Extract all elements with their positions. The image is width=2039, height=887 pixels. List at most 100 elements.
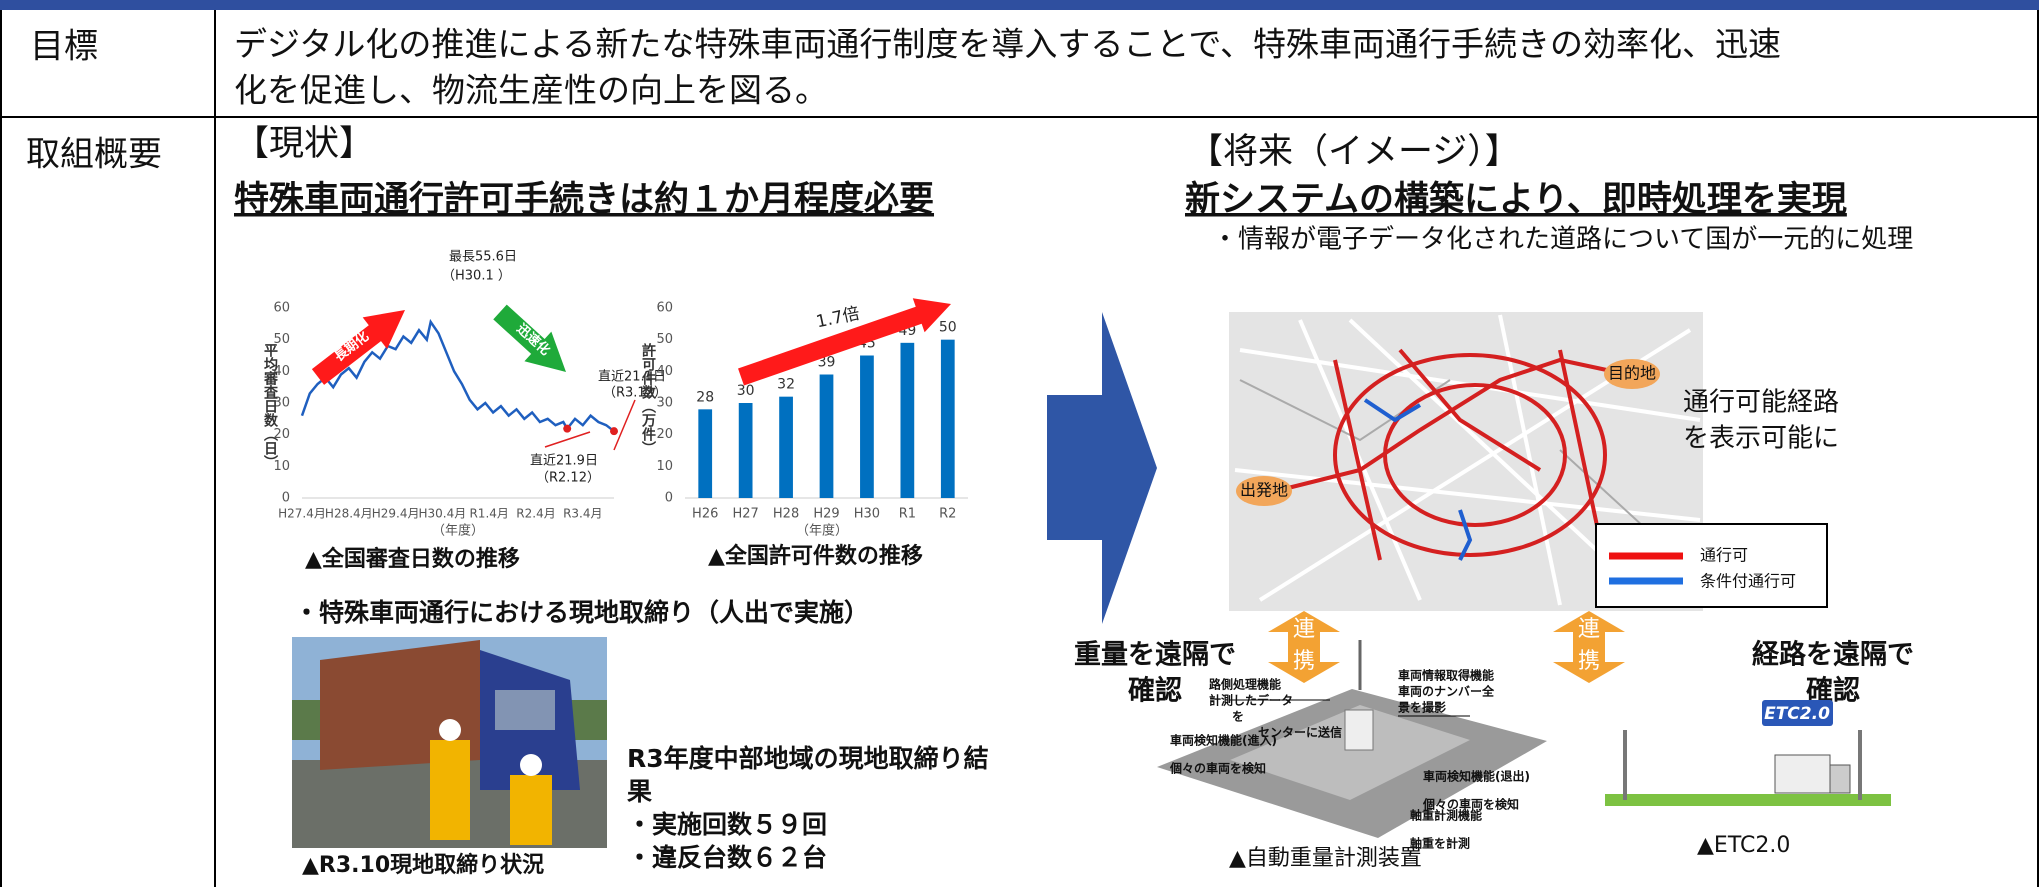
route-note: を表示可能に xyxy=(1683,424,1839,454)
y-axis-label: 許可件数（万件） xyxy=(640,342,657,455)
bar xyxy=(940,339,955,498)
top-band xyxy=(0,0,2039,10)
link-arrow xyxy=(1268,611,1625,683)
link-text: 携 xyxy=(1293,649,1315,674)
bullet: ・情報が電子データ化された道路について国が一元的に処理 xyxy=(1212,225,1913,255)
x-tick-label: H30.4月 xyxy=(419,507,467,521)
x-tick-label: H29.4月 xyxy=(372,507,420,521)
section-title: ・特殊車両通行における現地取締り（人出で実施） xyxy=(294,598,869,627)
annotation: （H30.1 ） xyxy=(442,269,511,284)
subheading: 新システムの構築により、即時処理を実現 xyxy=(1185,180,1847,220)
highlight-point xyxy=(563,424,572,433)
x-tick-label: H28 xyxy=(773,507,799,522)
etc-logo: ETC2.0 xyxy=(1764,704,1830,724)
route-note: 通行可能経路 xyxy=(1683,388,1839,418)
y-tick-label: 30 xyxy=(273,396,290,411)
heading: 【現状】 xyxy=(234,124,374,164)
caption: ▲R3.10現地取締り状況 xyxy=(302,852,544,878)
annotation-arrow xyxy=(738,298,951,386)
y-tick-label: 40 xyxy=(273,364,290,379)
map-label: 目的地 xyxy=(1608,364,1656,383)
y-tick-label: 60 xyxy=(273,301,290,316)
y-tick-label: 20 xyxy=(273,427,290,442)
x-tick-label: R2 xyxy=(939,507,956,522)
annotation-arrow xyxy=(493,304,566,372)
subheading: 特殊車両通行許可手続きは約１か月程度必要 xyxy=(234,180,934,220)
x-tick-label: R2.4月 xyxy=(516,507,555,521)
remote-note: 確認 xyxy=(1128,675,1182,707)
annotation: 直近21.1日 xyxy=(598,370,666,385)
result-text: R3年度中部地域の現地取締り結 xyxy=(627,744,989,773)
heading: 【将来（イメージ）】 xyxy=(1188,132,1520,172)
x-axis-label: （年度） xyxy=(432,523,484,539)
remote-note: 重量を遠隔で xyxy=(1074,640,1236,671)
annotation: （R2.12） xyxy=(536,471,600,486)
value-label: 32 xyxy=(777,377,795,393)
bar xyxy=(738,403,753,498)
y-tick-label: 50 xyxy=(656,332,673,347)
line xyxy=(300,318,615,433)
goal-text: デジタル化の推進による新たな特殊車両通行制度を導入することで、特殊車両通行手続き… xyxy=(234,25,1781,64)
device-label: センターに送信 xyxy=(1258,725,1342,740)
result-text: ・実施回数５９回 xyxy=(627,810,827,839)
annotation: 最長55.6日 xyxy=(449,250,517,265)
legend-label: 通行可 xyxy=(1700,546,1748,565)
y-axis-label: 平均審査日数（日） xyxy=(262,343,279,469)
photo xyxy=(292,637,607,848)
goal-text: 化を促進し、物流生産性の向上を図る。 xyxy=(234,71,828,110)
y-tick-label: 0 xyxy=(665,491,673,506)
x-tick-label: R1.4月 xyxy=(469,507,508,521)
annotation: （R3.12） xyxy=(603,386,667,401)
annotation: 直近21.9日 xyxy=(530,454,598,469)
link-text: 連 xyxy=(1293,617,1315,642)
annotation-arrow xyxy=(311,310,405,385)
device-label: 車両検知機能(進入) xyxy=(1170,733,1277,748)
row-label: 取組概要 xyxy=(26,135,162,175)
x-tick-label: R1 xyxy=(899,507,916,522)
result-text: ・違反台数６２台 xyxy=(627,843,827,872)
legend-label: 条件付通行可 xyxy=(1700,572,1796,591)
value-label: 28 xyxy=(696,389,714,405)
y-tick-label: 30 xyxy=(656,396,673,411)
etc-illustration xyxy=(1605,700,1891,806)
y-tick-label: 10 xyxy=(273,459,290,474)
bar xyxy=(819,374,834,498)
link-text: 携 xyxy=(1578,649,1600,674)
value-label: 39 xyxy=(818,355,836,371)
device-label: 景を撮影 xyxy=(1398,700,1446,715)
x-tick-label: R3.4月 xyxy=(563,507,602,521)
device-label: 個々の車両を検知 xyxy=(1169,761,1266,776)
bar xyxy=(860,355,874,498)
x-tick-label: H27 xyxy=(732,507,758,522)
y-tick-label: 40 xyxy=(656,364,673,379)
row-label: 目標 xyxy=(30,27,98,67)
x-axis-label: （年度） xyxy=(796,523,848,539)
device-label: 軸重計測機能 xyxy=(1410,808,1482,823)
pointer xyxy=(613,399,636,451)
x-tick-label: H27.4月 xyxy=(278,507,326,521)
y-tick-label: 60 xyxy=(656,301,673,316)
y-tick-label: 0 xyxy=(282,491,290,506)
y-tick-label: 10 xyxy=(656,459,673,474)
bar xyxy=(900,342,915,498)
bar xyxy=(698,409,713,498)
device-label: 車両検知機能(退出) xyxy=(1423,769,1530,784)
caption: ▲全国審査日数の推移 xyxy=(305,546,520,572)
x-tick-label: H26 xyxy=(692,507,718,522)
caption: ▲ETC2.0 xyxy=(1697,833,1790,858)
value-label: 50 xyxy=(939,320,957,336)
device-label: 軸重を計測 xyxy=(1410,836,1470,851)
x-tick-label: H30 xyxy=(854,507,880,522)
y-tick-label: 20 xyxy=(656,427,673,442)
map-label: 出発地 xyxy=(1240,481,1288,500)
device-label: 個々の車両を検知 xyxy=(1422,797,1519,812)
pointer xyxy=(544,431,591,448)
x-tick-label: H29 xyxy=(813,507,839,522)
map xyxy=(1229,312,1828,611)
link-text: 連 xyxy=(1578,617,1600,642)
device-label: 計測したデータ xyxy=(1209,693,1293,708)
caption: ▲自動重量計測装置 xyxy=(1229,846,1422,871)
y-tick-label: 50 xyxy=(273,332,290,347)
